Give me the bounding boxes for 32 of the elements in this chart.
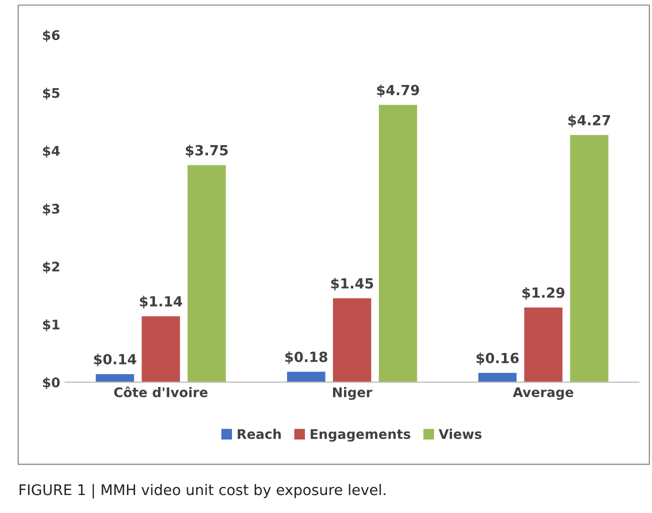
y-tick-label: $4 [43, 146, 60, 158]
data-label: $1.29 [522, 287, 564, 300]
data-label: $4.27 [568, 114, 610, 128]
y-tick-label: $1 [43, 319, 60, 332]
bar [524, 308, 562, 382]
caption: FIGURE 1 | MMH video unit cost by exposure level. [20, 484, 386, 498]
data-label: $4.79 [377, 84, 420, 98]
y-tick-label: $2 [43, 261, 60, 274]
bar [96, 374, 134, 382]
bar [287, 372, 326, 382]
bar [570, 135, 608, 382]
data-label: $3.75 [186, 144, 228, 158]
data-label: $0.18 [285, 351, 328, 364]
bar [332, 298, 372, 382]
legend-label: Reach [238, 428, 281, 440]
y-tick-label: $6 [43, 30, 60, 42]
data-label: $1.14 [140, 296, 182, 308]
data-label: $0.14 [94, 354, 136, 366]
bar [478, 372, 517, 382]
bar [378, 104, 418, 382]
bar [142, 316, 180, 382]
data-label: $1.45 [331, 278, 374, 290]
y-tick-label: $3 [43, 204, 60, 216]
legend-label: Views [438, 428, 482, 440]
data-label: $0.16 [476, 352, 519, 366]
bar [188, 165, 226, 382]
x-tick-label: Niger [333, 387, 372, 400]
x-tick-label: Côte d'Ivoire [114, 386, 208, 398]
y-tick-label: $0 [43, 377, 60, 390]
x-tick-label: Average [512, 387, 574, 400]
legend-label: Engagements [310, 429, 410, 442]
y-tick-label: $5 [43, 88, 60, 100]
